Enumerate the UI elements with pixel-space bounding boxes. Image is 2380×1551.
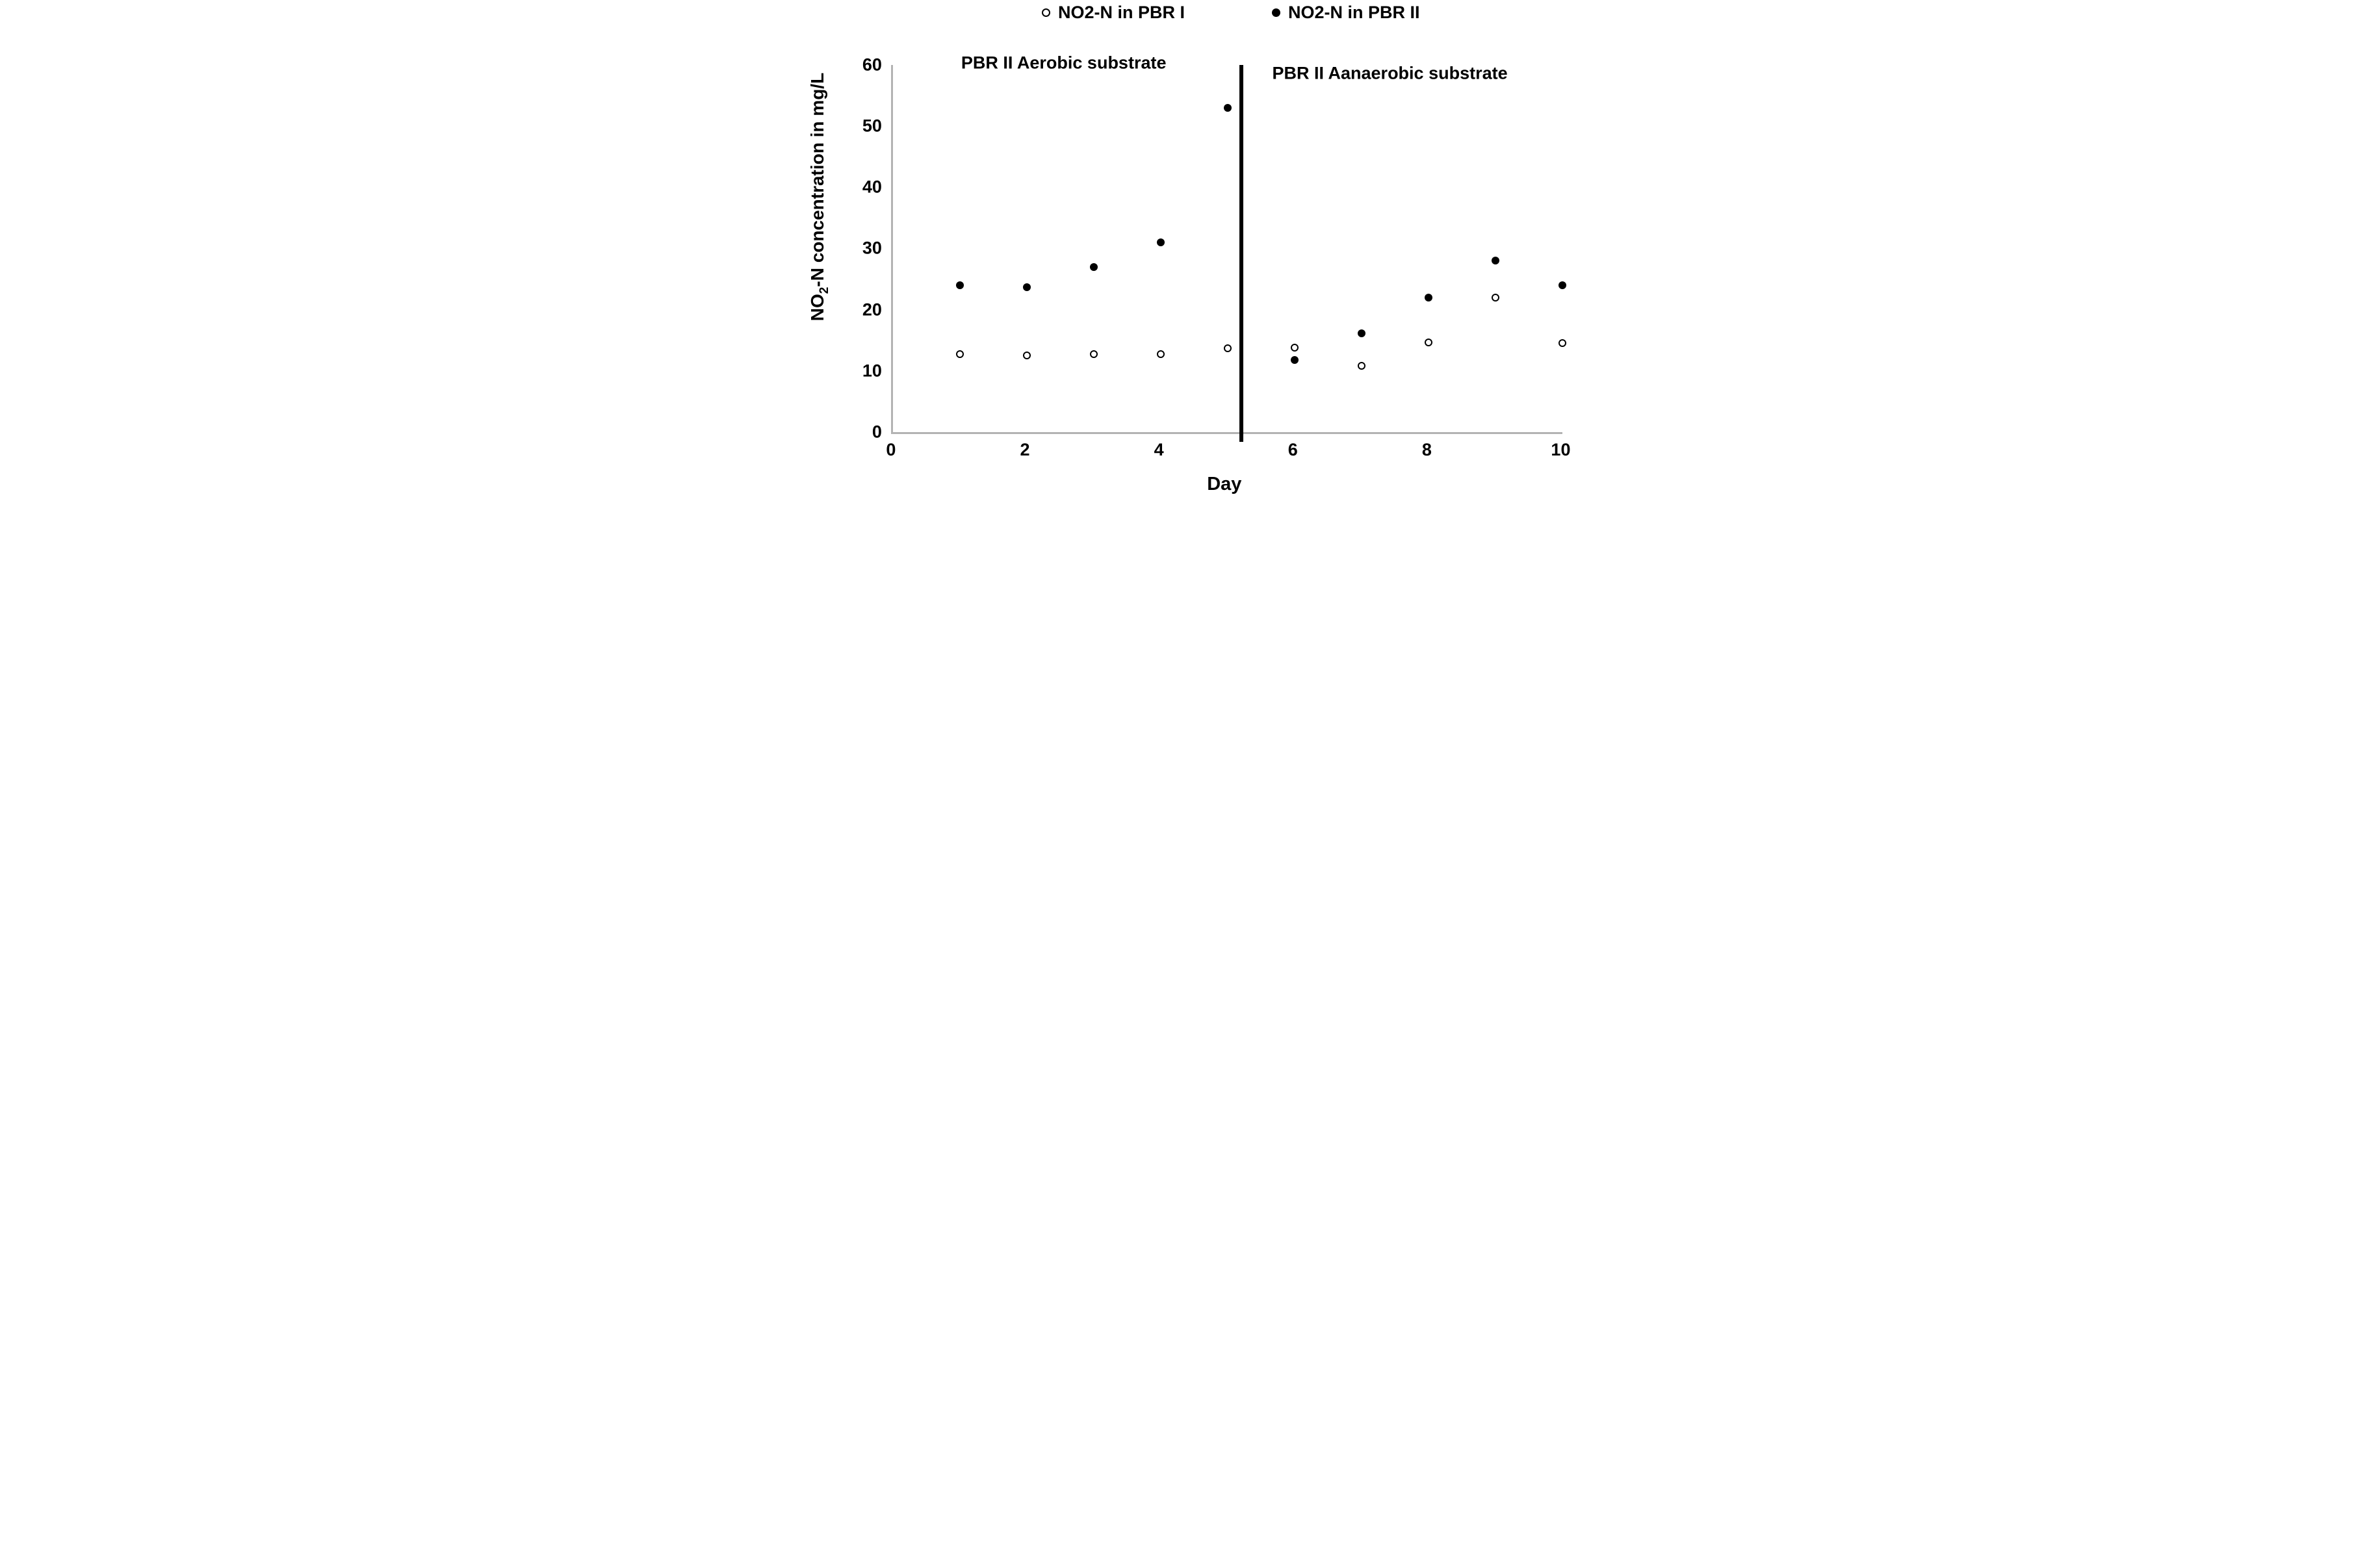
y-tick-label: 20 [862,300,882,320]
scatter-chart: NO2-N in PBR I NO2-N in PBR II NO2-N con… [800,0,1580,508]
open-circle-point [1023,352,1031,360]
y-tick-label: 30 [862,238,882,258]
phase-divider-line [1239,64,1243,442]
x-axis-tick-labels: 0 2 4 6 8 10 [886,440,1570,465]
open-circle-point [1492,293,1500,301]
filled-circle-point [1425,293,1433,301]
y-tick-label: 40 [862,177,882,197]
x-tick-label: 0 [886,440,896,459]
legend-item-pbr1: NO2-N in PBR I [1042,4,1185,21]
filled-circle-point [1559,281,1567,289]
x-tick-label: 4 [1154,440,1164,459]
filled-circle-point [1023,283,1031,291]
open-circle-point [1559,339,1567,347]
open-circle-point [1090,350,1098,359]
filled-circle-point [1090,263,1098,271]
x-tick-label: 2 [1020,440,1030,459]
y-tick-label: 50 [862,116,882,136]
open-circle-point [1291,344,1299,352]
open-circle-point [1358,362,1366,370]
y-tick-label: 10 [862,361,882,381]
annotation-1: PBR II Aanaerobic substrate [1272,63,1508,83]
x-tick-label: 6 [1287,440,1298,459]
open-circle-point [1224,344,1232,352]
y-axis-tick-labels: 0 10 20 30 40 50 60 [800,56,891,441]
y-tick-label: 60 [862,55,882,75]
x-tick-label: 8 [1421,440,1432,459]
legend-label-pbr1: NO2-N in PBR I [1058,3,1185,22]
legend: NO2-N in PBR I NO2-N in PBR II [1042,4,1420,21]
filled-circle-point [1492,257,1500,265]
filled-circle-marker-icon [1272,8,1281,17]
open-circle-marker-icon [1042,8,1050,17]
annotation-0: PBR II Aerobic substrate [961,53,1167,73]
filled-circle-point [1291,355,1299,364]
y-tick-label: 0 [872,422,882,442]
filled-circle-point [955,281,964,289]
filled-circle-point [1358,329,1366,338]
open-circle-point [1157,350,1165,359]
legend-item-pbr2: NO2-N in PBR II [1272,4,1420,21]
open-circle-point [955,350,964,359]
filled-circle-point [1224,103,1232,112]
chart-page: NO2-N in PBR I NO2-N in PBR II NO2-N con… [800,0,1580,508]
plot-area: PBR II Aerobic substrate PBR II Aanaerobi… [890,53,1567,442]
legend-label-pbr2: NO2-N in PBR II [1288,3,1420,22]
filled-circle-point [1157,238,1165,247]
x-axis-title: Day [1207,473,1242,494]
x-tick-label: 10 [1551,440,1571,459]
open-circle-point [1425,338,1433,346]
